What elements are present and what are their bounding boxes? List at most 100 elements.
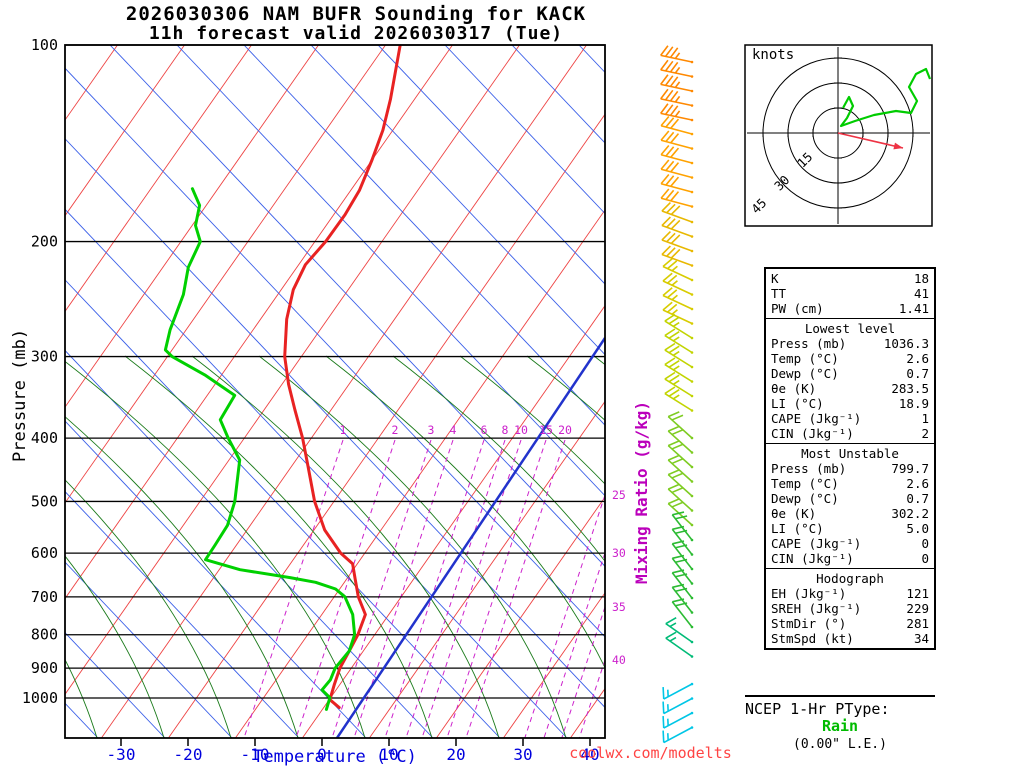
wind-barb <box>661 231 694 253</box>
isotherm-line <box>168 113 605 738</box>
stat-label: Temp (°C) <box>771 351 839 366</box>
dry-adiabat-line <box>65 490 300 738</box>
isotherm-line <box>65 45 252 313</box>
table-section-header: Most Unstable <box>801 446 899 461</box>
stat-row: Dewp (°C) 0.7 <box>766 366 934 381</box>
reference-line <box>335 337 605 738</box>
chart-title-line2: 11h forecast valid 2026030317 (Tue) <box>148 23 564 44</box>
mixing-ratio-tick-label: 2 <box>392 423 399 437</box>
mixing-ratio-line <box>405 439 506 738</box>
stat-value: 302.2 <box>891 506 929 521</box>
isotherm-line <box>302 304 605 738</box>
table-section: Lowest level Press (mb) 1036.3 Temp (°C) 2.6… <box>766 318 934 443</box>
stat-label: StmDir (°) <box>771 616 847 631</box>
dry-adiabat-line <box>65 138 605 709</box>
dry-adiabat-line <box>310 45 605 356</box>
wind-barb <box>661 202 694 224</box>
stat-row: CIN (Jkg⁻¹) 0 <box>766 551 934 566</box>
stat-value: 1036.3 <box>883 336 929 351</box>
stat-row: Press (mb) 1036.3 <box>766 336 934 351</box>
mixing-ratio-line <box>543 552 605 738</box>
wind-barb <box>660 88 694 107</box>
stat-value: 0.7 <box>906 491 929 506</box>
stat-row: TT 41 <box>766 286 934 301</box>
mixing-ratio-line <box>243 439 344 738</box>
isotherm-line <box>235 209 605 738</box>
stat-value: 2 <box>921 426 929 441</box>
stat-value: 5.0 <box>906 521 929 536</box>
wind-barb <box>662 711 694 729</box>
mixing-ratio-line <box>446 439 547 738</box>
moist-adiabat-line <box>65 555 165 738</box>
wind-barb <box>667 440 694 469</box>
wind-barb <box>667 454 694 483</box>
plot-border <box>64 44 606 739</box>
stat-row: EH (Jkg⁻¹) 121 <box>766 586 934 601</box>
pressure-tick-label: 500 <box>31 492 58 510</box>
stat-value: 2.6 <box>906 351 929 366</box>
temp-tick-label: 40 <box>580 745 599 764</box>
temp-tick-label: -20 <box>174 745 203 764</box>
mixing-ratio-tick-label: 25 <box>612 488 626 502</box>
moist-adiabat-line <box>191 355 500 738</box>
isotherm-line <box>65 45 453 600</box>
pressure-tick-label: 600 <box>31 544 58 562</box>
mixing-ratio-tick-label: 10 <box>514 423 528 437</box>
stat-row: CAPE (Jkg⁻¹) 0 <box>766 536 934 551</box>
wind-barb <box>662 287 694 311</box>
mixing-ratio-tick-label: 8 <box>502 423 509 437</box>
isotherm-line <box>503 592 605 738</box>
pressure-tick-label: 1000 <box>22 689 58 707</box>
wind-barbs <box>660 45 694 744</box>
storm-motion-arrow <box>837 132 904 149</box>
wind-barb <box>661 216 694 238</box>
moist-adiabat-lines <box>65 355 605 738</box>
stat-label: CAPE (Jkg⁻¹) <box>771 536 862 551</box>
dry-adiabat-line <box>65 561 233 738</box>
stat-value: 0 <box>921 551 929 566</box>
mixing-ratio-line <box>295 439 396 738</box>
dewpoint-profile-curve <box>163 187 357 711</box>
wind-barb <box>662 697 694 715</box>
dry-adiabat-line <box>65 67 605 638</box>
pressure-tick-label: 800 <box>31 626 58 644</box>
watermark-url: coolwx.com/modelts <box>569 744 732 762</box>
isotherm-line <box>369 400 605 738</box>
wind-barb <box>662 726 694 744</box>
table-section-header: Hodograph <box>816 571 884 586</box>
stat-row: LI (°C) 18.9 <box>766 396 934 411</box>
wind-barb <box>660 45 694 64</box>
stat-value: 18.9 <box>898 396 929 411</box>
mixing-ratio-line <box>524 494 605 738</box>
wind-barb <box>664 386 694 412</box>
table-section: K 18 TT 41 PW (cm) 1.41 <box>766 269 934 318</box>
wind-barb <box>660 74 694 93</box>
stat-label: Temp (°C) <box>771 476 839 491</box>
mixing-ratio-axis-label: Mixing Ratio (g/kg) <box>632 400 651 584</box>
ptype-liquid-equivalent: (0.00" L.E.) <box>793 737 887 752</box>
pressure-tick-label: 200 <box>31 233 58 251</box>
pressure-tick-label: 900 <box>31 659 58 677</box>
wind-barb <box>667 411 694 440</box>
wind-barb <box>665 631 694 658</box>
wind-barb <box>660 145 694 165</box>
stat-row: Temp (°C) 2.6 <box>766 351 934 366</box>
moist-adiabat-line <box>258 355 567 738</box>
mixing-ratio-tick-label: 20 <box>558 423 572 437</box>
stat-row: CIN (Jkg⁻¹) 2 <box>766 426 934 441</box>
moist-adiabat-line <box>65 479 232 738</box>
wind-barb <box>660 116 694 136</box>
stat-row: Dewp (°C) 0.7 <box>766 491 934 506</box>
wind-barb <box>667 483 694 512</box>
temp-tick-label: -10 <box>241 745 270 764</box>
stat-value: 799.7 <box>891 461 929 476</box>
wind-barb <box>667 498 694 527</box>
stats-table: K 18 TT 41 PW (cm) 1.41 Lowest level Press (mb)… <box>764 267 936 650</box>
stat-value: 0 <box>921 536 929 551</box>
isotherm-line <box>65 45 520 696</box>
wind-barb <box>662 272 694 296</box>
mixing-ratio-line <box>331 439 432 738</box>
